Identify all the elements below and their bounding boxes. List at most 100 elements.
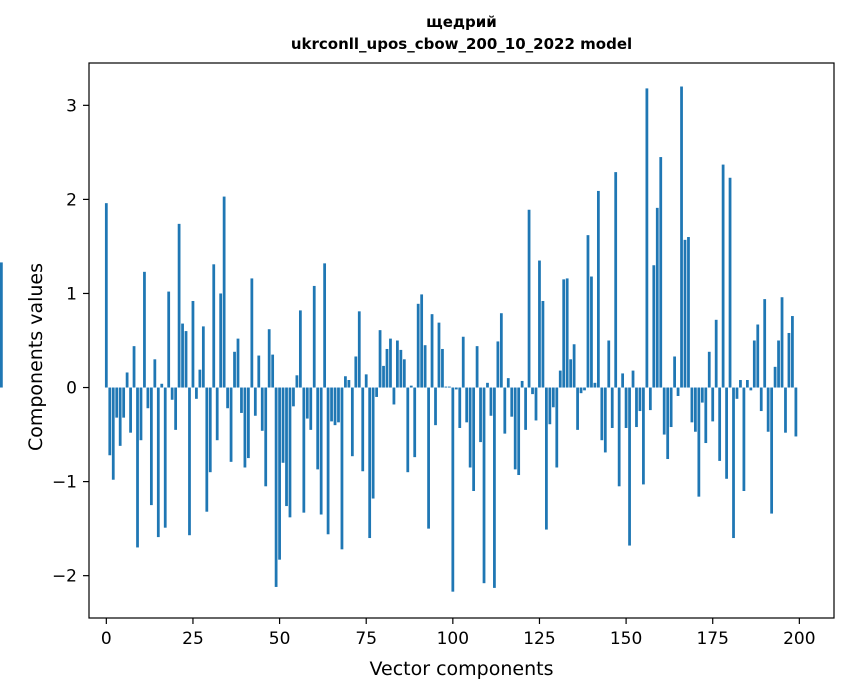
bar-component-186 bbox=[749, 387, 753, 391]
bar-component-80 bbox=[382, 365, 385, 388]
bar-component-60 bbox=[312, 285, 316, 388]
bar-component-5 bbox=[122, 387, 126, 418]
bar-component-166 bbox=[680, 86, 683, 388]
chart-subtitle: ukrconll_upos_cbow_200_10_2022 model bbox=[290, 35, 633, 53]
bar-component-134 bbox=[569, 359, 573, 388]
bar-component-25 bbox=[191, 300, 195, 388]
bar-component-137 bbox=[579, 387, 583, 394]
bar-component-29 bbox=[205, 387, 209, 512]
bar-component-153 bbox=[635, 387, 638, 428]
bar-component-143 bbox=[600, 387, 604, 441]
bar-component-125 bbox=[538, 260, 541, 388]
bar-component-180 bbox=[728, 177, 732, 388]
bar-component-109 bbox=[482, 387, 486, 584]
bar-component-194 bbox=[777, 340, 780, 388]
x-tick-label: 25 bbox=[182, 629, 204, 649]
bar-component-160 bbox=[659, 157, 663, 388]
bar-component-158 bbox=[652, 265, 656, 388]
bar-component-24 bbox=[188, 387, 191, 536]
bar-component-188 bbox=[756, 324, 760, 388]
bar-component-114 bbox=[499, 313, 503, 388]
bar-component-126 bbox=[541, 300, 545, 388]
bar-component-2 bbox=[111, 387, 115, 480]
bar-component-140 bbox=[590, 276, 593, 388]
bar-component-182 bbox=[735, 387, 739, 399]
bar-component-77 bbox=[371, 387, 375, 499]
bar-component-124 bbox=[534, 387, 538, 421]
bar-component-16 bbox=[160, 383, 164, 388]
bar-component-172 bbox=[700, 387, 704, 403]
bar-component-100 bbox=[451, 387, 455, 592]
x-axis-ticks: 0 25 50 75 100 125 150 175 200 bbox=[101, 618, 816, 649]
bar-component-11 bbox=[143, 271, 146, 388]
bar-component-121 bbox=[524, 387, 527, 430]
bar-component-161 bbox=[662, 387, 666, 435]
bar-component-184 bbox=[742, 387, 746, 491]
bar-component-14 bbox=[153, 359, 157, 388]
bar-component-116 bbox=[506, 378, 510, 388]
bar-component-191 bbox=[766, 387, 770, 432]
bar-component-198 bbox=[791, 316, 794, 388]
bar-component-56 bbox=[298, 310, 302, 388]
bar-component-136 bbox=[576, 387, 579, 430]
bar-component-65 bbox=[330, 387, 333, 422]
bar-component-131 bbox=[558, 370, 562, 388]
bar-component-62 bbox=[319, 387, 323, 515]
bar-component-45 bbox=[260, 387, 264, 431]
bar-component-59 bbox=[309, 387, 313, 430]
x-tick-label: 200 bbox=[783, 629, 815, 649]
bar-component-110 bbox=[486, 382, 489, 388]
bar-component-17 bbox=[163, 387, 167, 528]
bar-component-130 bbox=[555, 387, 559, 468]
bar-component-9 bbox=[136, 387, 139, 548]
bar-component-99 bbox=[447, 386, 451, 388]
bar-component-115 bbox=[503, 387, 507, 434]
bar-component-40 bbox=[243, 387, 247, 468]
bar-component-150 bbox=[624, 387, 628, 428]
bar-component-30 bbox=[208, 387, 212, 473]
bar-component-170 bbox=[694, 387, 697, 432]
bar-component-157 bbox=[648, 387, 652, 411]
bar-component-196 bbox=[784, 387, 787, 433]
bar-component-4 bbox=[118, 387, 122, 446]
x-tick-label: 100 bbox=[437, 629, 469, 649]
bar-component-183 bbox=[739, 380, 742, 388]
bar-component-86 bbox=[402, 359, 406, 388]
bar-component-46 bbox=[264, 387, 268, 487]
bar-component-154 bbox=[638, 387, 642, 412]
bar-component-26 bbox=[195, 387, 198, 399]
x-tick-label: 50 bbox=[269, 629, 291, 649]
bar-component-47 bbox=[267, 329, 271, 388]
bar-component-174 bbox=[707, 351, 711, 388]
bar-component-10 bbox=[139, 387, 143, 441]
bar-component-36 bbox=[229, 387, 233, 462]
bar-component-197 bbox=[787, 332, 791, 388]
bar-component-132 bbox=[562, 279, 566, 388]
y-tick-label: 0 bbox=[66, 379, 77, 399]
bar-component-72 bbox=[354, 356, 358, 388]
bar-component-42 bbox=[250, 278, 254, 388]
bar-component-55 bbox=[295, 375, 299, 388]
bar-component-37 bbox=[233, 351, 236, 388]
bar-component-104 bbox=[465, 387, 469, 423]
bar-component-35 bbox=[226, 387, 229, 409]
bar-component-185 bbox=[745, 380, 749, 388]
x-axis-label: Vector components bbox=[369, 658, 554, 680]
bar-component-89 bbox=[413, 387, 417, 458]
x-tick-label: 75 bbox=[355, 629, 377, 649]
chart-title: щедрий bbox=[426, 13, 497, 31]
bar-component-168 bbox=[687, 237, 690, 388]
bar-component-90 bbox=[416, 303, 420, 388]
bar-component-50 bbox=[278, 387, 281, 560]
bar-component-58 bbox=[305, 387, 309, 419]
bar-component-117 bbox=[510, 387, 514, 417]
bar-component-54 bbox=[292, 387, 295, 407]
bar-component-147 bbox=[614, 172, 618, 388]
bar-component-8 bbox=[132, 346, 136, 388]
bar-component-113 bbox=[496, 341, 500, 388]
bar-component-96 bbox=[437, 322, 441, 388]
bar-component-165 bbox=[676, 387, 680, 396]
bar-component-167 bbox=[683, 239, 687, 388]
bar-component-139 bbox=[586, 235, 590, 388]
bar-component-68 bbox=[340, 387, 344, 550]
